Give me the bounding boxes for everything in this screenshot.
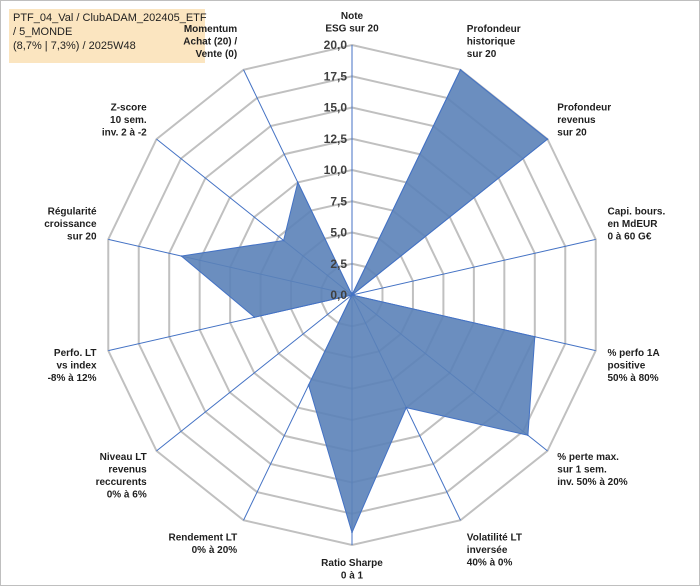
series-point-5 — [527, 434, 529, 437]
tick-label-5: 12,5 — [324, 132, 348, 146]
series-area-0 — [180, 68, 549, 534]
axis-label-line: sur 20 — [557, 127, 587, 138]
axis-label-line: 50% à 80% — [607, 373, 658, 384]
axis-label-line: Achat (20) / — [183, 37, 237, 48]
series-point-12 — [282, 239, 285, 242]
series-point-4 — [533, 335, 536, 338]
axis-label-line: 0% à 6% — [107, 490, 147, 501]
axis-label-line: Capi. bours. — [607, 207, 665, 218]
tick-label-8: 20,0 — [324, 38, 348, 52]
axis-label-line: 40% à 0% — [467, 557, 513, 568]
axis-label-line: revenus — [108, 465, 147, 476]
axis-label-line: historique — [467, 37, 516, 48]
radar-tick-labels: 0,0 2,5 5,0 7,5 10,0 12,5 15,0 17,5 20,0 — [324, 38, 348, 302]
title-line-3: (8,7% | 7,3%) / 2025W48 — [13, 40, 136, 52]
axis-label-line: Volatilité LT — [467, 532, 522, 543]
series-point-9 — [351, 294, 353, 296]
series-point-11 — [180, 255, 183, 257]
axis-label-line: Rendement LT — [168, 532, 237, 543]
axis-label-2: Profondeur revenus sur 20 — [557, 102, 611, 138]
radar-series — [180, 68, 549, 534]
series-point-13 — [296, 181, 299, 184]
axis-label-11: Régularité croissance sur 20 — [44, 207, 97, 243]
title-line-1: PTF_04_Val / ClubADAM_202405_ETF — [13, 12, 207, 24]
series-point-6 — [405, 406, 408, 409]
series-point-10 — [253, 316, 256, 319]
axis-label-line: Profondeur — [557, 102, 611, 113]
axis-label-10: Perfo. LT vs index -8% à 12% — [48, 348, 97, 384]
axis-label-line: % perte max. — [557, 452, 619, 463]
axis-label-line: positive — [607, 360, 645, 371]
tick-label-1: 2,5 — [330, 257, 347, 271]
tick-label-6: 15,0 — [324, 101, 348, 115]
axis-label-line: Z-score — [111, 102, 148, 113]
tick-label-0: 0,0 — [330, 288, 347, 302]
axis-label-line: ESG sur 20 — [325, 24, 379, 35]
title-line-2: / 5_MONDE — [13, 26, 73, 38]
axis-label-1: Profondeur historique sur 20 — [467, 24, 521, 60]
axis-spoke-3 — [351, 238, 596, 296]
axis-label-line: Note — [341, 11, 364, 22]
axis-label-13: Momentum Achat (20) / Vente (0) — [183, 24, 237, 60]
axis-label-line: 0% à 20% — [192, 545, 238, 556]
series-point-7 — [351, 531, 353, 534]
axis-label-line: sur 20 — [467, 49, 497, 60]
axis-label-8: Rendement LT 0% à 20% — [168, 532, 237, 556]
axis-label-4: % perfo 1A positive 50% à 80% — [607, 348, 659, 384]
axis-label-line: reccurents — [96, 477, 148, 488]
tick-label-2: 5,0 — [330, 226, 347, 240]
axis-label-line: Ratio Sharpe — [321, 558, 383, 569]
axis-spoke-9 — [156, 294, 353, 452]
axis-label-line: Profondeur — [467, 24, 521, 35]
tick-label-3: 7,5 — [330, 194, 347, 208]
axis-label-line: Vente (0) — [196, 49, 238, 60]
radar-axis-labels: Note ESG sur 20 Profondeur historique sur 20… — [44, 11, 665, 582]
series-point-2 — [546, 138, 549, 140]
axis-label-line: 0 à 60 G€ — [607, 232, 651, 243]
axis-label-line: inv. 50% à 20% — [557, 477, 628, 488]
axis-label-9: Niveau LT revenus reccurents 0% à 6% — [96, 452, 148, 501]
chart-title-box: PTF_04_Val / ClubADAM_202405_ETF / 5_MON… — [9, 9, 207, 63]
axis-label-line: revenus — [557, 115, 596, 126]
axis-label-line: Régularité — [48, 207, 97, 218]
axis-label-line: 0 à 1 — [341, 571, 364, 582]
tick-label-4: 10,0 — [324, 163, 348, 177]
axis-label-line: inv. 2 à -2 — [102, 127, 147, 138]
axis-label-0: Note ESG sur 20 — [325, 11, 379, 35]
axis-label-6: Volatilité LT inversée 40% à 0% — [467, 532, 522, 568]
axis-label-line: Perfo. LT — [54, 348, 97, 359]
series-point-8 — [307, 384, 310, 386]
axis-label-line: -8% à 12% — [48, 373, 97, 384]
axis-label-line: vs index — [56, 360, 96, 371]
tick-label-7: 17,5 — [324, 69, 348, 83]
axis-label-line: croissance — [44, 219, 97, 230]
axis-label-line: en MdEUR — [607, 219, 658, 230]
series-point-1 — [459, 68, 462, 71]
axis-label-line: 10 sem. — [110, 115, 147, 126]
axis-label-7: Ratio Sharpe 0 à 1 — [321, 558, 383, 582]
axis-label-line: Niveau LT — [100, 452, 147, 463]
axis-label-12: Z-score 10 sem. inv. 2 à -2 — [102, 102, 147, 138]
axis-label-line: sur 1 sem. — [557, 465, 607, 476]
axis-label-5: % perte max. sur 1 sem. inv. 50% à 20% — [557, 452, 628, 488]
axis-label-line: sur 20 — [67, 232, 97, 243]
axis-label-3: Capi. bours. en MdEUR 0 à 60 G€ — [607, 207, 665, 243]
axis-label-line: % perfo 1A — [607, 348, 659, 359]
axis-label-line: Momentum — [184, 24, 237, 35]
axis-label-line: inversée — [467, 545, 508, 556]
